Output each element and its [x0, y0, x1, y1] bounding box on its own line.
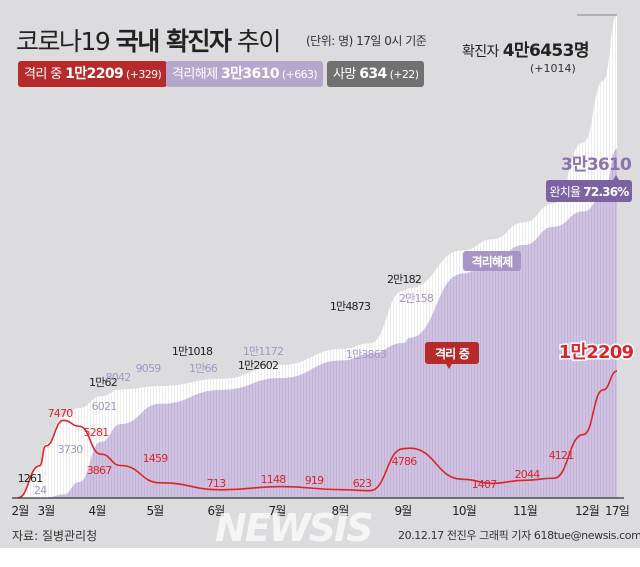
isolated-label: 4786 [392, 455, 418, 468]
released-label: 6021 [92, 400, 117, 413]
isolated-label: 919 [305, 474, 324, 487]
x-tick-label: 12월 [575, 504, 599, 518]
confirmed-label: 1261 [18, 472, 43, 485]
title-prefix: 코로나19 [16, 27, 116, 56]
released-tag-label: 격리해제 [472, 254, 514, 269]
released-label: 1만66 [189, 362, 218, 375]
x-tick-label: 11월 [513, 504, 537, 518]
released-label: 8042 [106, 371, 131, 384]
isolated-label: 1459 [143, 452, 169, 465]
confirmed-label: 1만4873 [330, 300, 371, 313]
page-title: 코로나19 국내 확진자 추이 [16, 22, 282, 58]
credit-note: 20.12.17 전진우 그래픽 기자 618tue@newsis.com [398, 529, 640, 542]
badge-delta: (+329) [123, 68, 162, 81]
badge-label: 격리 중 [24, 67, 66, 82]
recovery-rate-text: 완치율 [550, 185, 584, 199]
total-label: 확진자 [462, 44, 503, 60]
total-delta: (+1014) [530, 62, 576, 75]
isolated-label: 5281 [84, 426, 109, 439]
source-note: 자료: 질병관리청 [12, 529, 98, 543]
x-tick-label: 7월 [268, 504, 285, 518]
isolated-label: 2044 [515, 468, 541, 481]
x-tick-label: 3월 [37, 504, 54, 518]
isolated-tag-pointer [446, 364, 452, 369]
x-tick-label: 17일 [605, 504, 629, 518]
isolated-current-label: 1만2209 [559, 342, 634, 363]
released-label: 9059 [136, 362, 162, 375]
released-badge: 격리해제 3만3610 (+663) [166, 61, 324, 87]
isolated-tag [425, 342, 479, 364]
x-tick-label: 10월 [452, 504, 476, 518]
isolated-badge: 격리 중 1만2209 (+329) [18, 61, 168, 87]
released-label: 3730 [58, 443, 84, 456]
badge-label: 격리해제 [172, 67, 221, 82]
confirmed-label: 1만1018 [172, 345, 213, 358]
title-bold: 국내 확진자 [115, 27, 232, 56]
deaths-badge: 사망 634 (+22) [327, 61, 425, 87]
isolated-line [17, 370, 618, 499]
badge-delta: (+22) [386, 68, 419, 81]
released-label: 2만158 [399, 292, 434, 305]
isolated-label: 713 [207, 477, 226, 490]
x-tick-label: 9월 [394, 504, 411, 518]
released-area [18, 148, 617, 499]
released-label: 1만3863 [346, 348, 387, 361]
x-tick-label: 5월 [146, 504, 163, 518]
isolated-label: 4121 [549, 449, 574, 462]
confirmed-label: 1만62 [89, 376, 117, 389]
recovery-rate-pointer [613, 175, 619, 180]
badge-value: 634 [359, 66, 387, 82]
badge-delta: (+663) [278, 68, 318, 81]
recovery-rate-label: 완치율 72.36% [550, 185, 630, 199]
newsis-watermark: NEWSIS [215, 506, 374, 550]
x-tick-label: 4월 [88, 504, 105, 518]
recovery-rate-box [546, 180, 632, 202]
isolated-label: 7470 [48, 407, 74, 420]
confirmed-label: 2만182 [387, 273, 421, 286]
x-tick-label: 2월 [11, 504, 28, 518]
x-tick-label: 8월 [331, 504, 348, 518]
badge-value: 1만2209 [65, 66, 124, 82]
badge-value: 3만3610 [220, 66, 280, 82]
confirmed-label: 1만2602 [238, 359, 278, 372]
title-suffix: 추이 [230, 27, 282, 56]
isolated-label: 3867 [87, 464, 113, 477]
isolated-label: 1148 [261, 473, 287, 486]
released-label: 1만1172 [243, 345, 283, 358]
recovery-rate-value: 72.36% [583, 185, 629, 199]
released-label: 24 [34, 484, 47, 497]
chart-svg: 2월 3월 4월 5월 6월 7월 8월 9월 10월 11월 12월 17일 1261 1만62 1만1… [11, 14, 636, 518]
total-value: 4만6453명 [502, 41, 590, 61]
isolated-label: 623 [353, 477, 372, 490]
x-tick-label: 6월 [207, 504, 224, 518]
released-tag [463, 251, 521, 271]
isolated-tag-label: 격리 중 [435, 346, 470, 361]
unit-note: (단위: 명) 17일 0시 기준 [306, 34, 427, 48]
released-label: 3만3610 [561, 155, 632, 175]
isolated-label: 1407 [472, 478, 498, 491]
total-confirmed: 확진자 4만6453명 [462, 36, 590, 61]
badge-label: 사망 [333, 67, 360, 82]
